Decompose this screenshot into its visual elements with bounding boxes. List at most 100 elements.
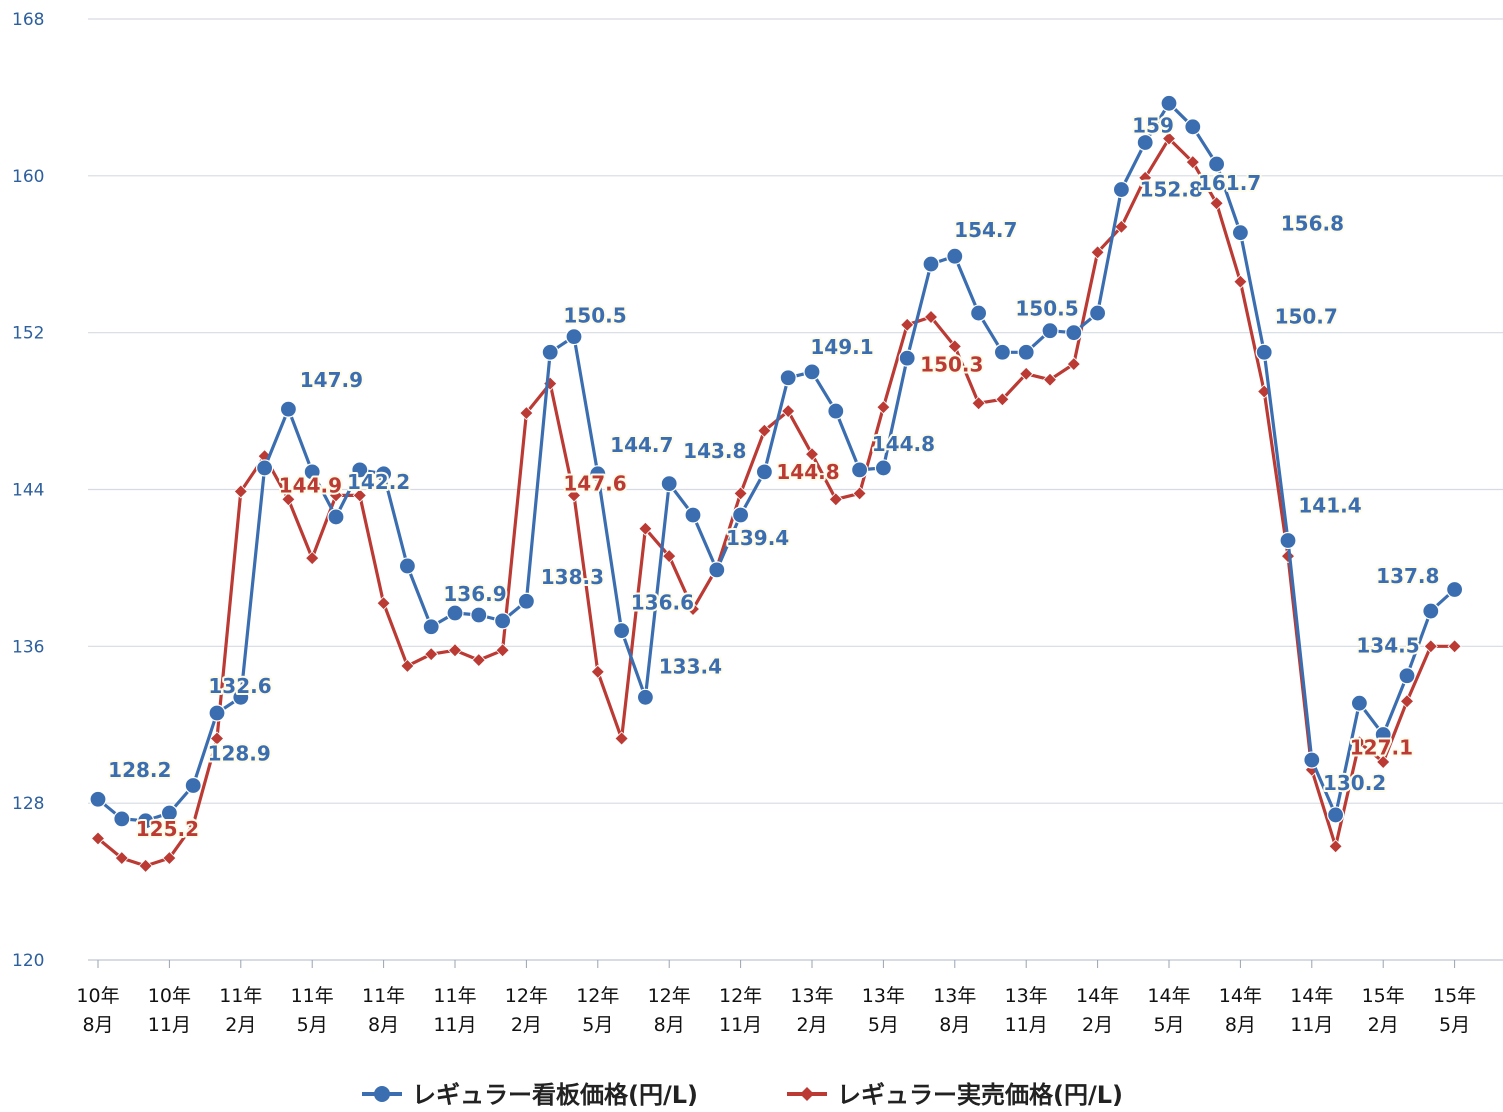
- y-tick-label: 168: [12, 10, 44, 30]
- data-point: [852, 486, 867, 501]
- data-point: [755, 463, 774, 481]
- data-point: [1328, 839, 1343, 854]
- y-tick-label: 120: [12, 951, 44, 971]
- data-point: [733, 486, 748, 501]
- data-point: [471, 652, 486, 668]
- x-tick-label-year: 11年: [291, 985, 334, 1007]
- data-point: [590, 664, 605, 679]
- data-point: [424, 647, 439, 662]
- data-label: 144.9: [279, 473, 342, 497]
- data-point: [662, 549, 677, 564]
- data-point: [1209, 196, 1224, 211]
- legend-label-0: レギュラー看板価格(円/L): [412, 1081, 698, 1109]
- data-label: 150.7: [1275, 304, 1338, 328]
- data-label: 142.2: [347, 470, 410, 494]
- x-tick-label-month: 8月: [1225, 1014, 1256, 1036]
- data-point: [305, 551, 320, 566]
- data-point: [1090, 245, 1105, 260]
- data-point: [375, 465, 393, 483]
- data-point: [1066, 356, 1081, 372]
- x-tick-label-year: 12年: [719, 985, 762, 1007]
- x-tick-label-year: 11年: [219, 985, 262, 1007]
- data-label: 150.5: [563, 304, 626, 328]
- x-tick-label-year: 13年: [933, 985, 976, 1007]
- data-point: [281, 492, 296, 507]
- data-point: [993, 343, 1012, 361]
- data-point: [90, 831, 106, 846]
- data-point: [1422, 602, 1440, 620]
- data-point: [184, 776, 202, 795]
- data-point: [922, 255, 940, 273]
- data-point: [495, 643, 510, 658]
- data-point: [352, 488, 367, 503]
- data-label: 159: [1132, 113, 1174, 137]
- data-label: 139.4: [726, 526, 789, 550]
- x-tick-label-month: 5月: [1439, 1014, 1470, 1036]
- data-label: 150.5: [1015, 297, 1078, 321]
- data-point: [828, 492, 843, 507]
- data-point: [804, 447, 820, 462]
- data-point: [827, 402, 845, 420]
- data-label: 128.9: [208, 742, 271, 766]
- data-point: [422, 618, 440, 636]
- data-point: [898, 349, 916, 367]
- x-tick-label-month: 2月: [796, 1014, 827, 1036]
- x-tick-label-year: 13年: [1005, 985, 1048, 1007]
- data-point: [660, 475, 678, 493]
- data-label: 150.3: [920, 352, 983, 376]
- x-tick-label-year: 14年: [1219, 985, 1262, 1007]
- data-point: [1138, 170, 1153, 185]
- data-point: [137, 812, 155, 830]
- legend-marker-diamond: [800, 1087, 814, 1101]
- data-point: [947, 339, 962, 354]
- data-point: [400, 658, 415, 674]
- data-point: [1231, 224, 1250, 242]
- data-point: [1160, 94, 1178, 112]
- data-point: [1136, 133, 1154, 152]
- data-point: [209, 731, 225, 746]
- data-point: [612, 622, 631, 640]
- data-label: 125.2: [136, 817, 199, 841]
- x-tick-label-month: 5月: [1153, 1014, 1184, 1036]
- data-point: [376, 596, 391, 611]
- data-point: [114, 850, 129, 866]
- x-tick-label-year: 10年: [148, 985, 191, 1007]
- data-point: [731, 506, 750, 524]
- data-point: [470, 606, 488, 624]
- data-point: [1019, 366, 1034, 381]
- data-point: [327, 508, 345, 526]
- data-point: [638, 521, 653, 536]
- x-tick-label-year: 12年: [576, 985, 619, 1007]
- data-point: [874, 459, 893, 477]
- data-point: [1255, 343, 1273, 361]
- x-tick-label-year: 12年: [505, 985, 548, 1007]
- data-point: [1423, 639, 1438, 654]
- data-point: [160, 804, 178, 822]
- data-point: [779, 369, 797, 387]
- data-label: 147.6: [563, 471, 626, 495]
- data-point: [1398, 667, 1416, 685]
- x-tick-label-month: 5月: [582, 1014, 613, 1036]
- data-point: [1088, 304, 1107, 322]
- legend-label-1: レギュラー実売価格(円/L): [837, 1081, 1123, 1109]
- data-point: [781, 404, 796, 419]
- data-point: [256, 459, 274, 477]
- data-point: [447, 643, 463, 658]
- x-tick-label-year: 11年: [433, 985, 476, 1007]
- data-label: 161.7: [1198, 171, 1261, 195]
- data-label: 132.6: [208, 674, 271, 698]
- x-tick-label-month: 2月: [1368, 1014, 1399, 1036]
- data-label: 141.4: [1298, 493, 1361, 517]
- data-label: 144.8: [776, 460, 839, 484]
- x-tick-label-month: 11月: [433, 1014, 476, 1036]
- x-tick-label-month: 11月: [148, 1014, 191, 1036]
- x-tick-label-month: 5月: [297, 1014, 328, 1036]
- data-label: 154.7: [954, 218, 1017, 242]
- data-point: [803, 363, 821, 381]
- data-point: [636, 688, 655, 706]
- data-label: 133.4: [659, 654, 722, 678]
- x-tick-label-year: 14年: [1147, 985, 1190, 1007]
- data-label: 144.8: [872, 432, 935, 456]
